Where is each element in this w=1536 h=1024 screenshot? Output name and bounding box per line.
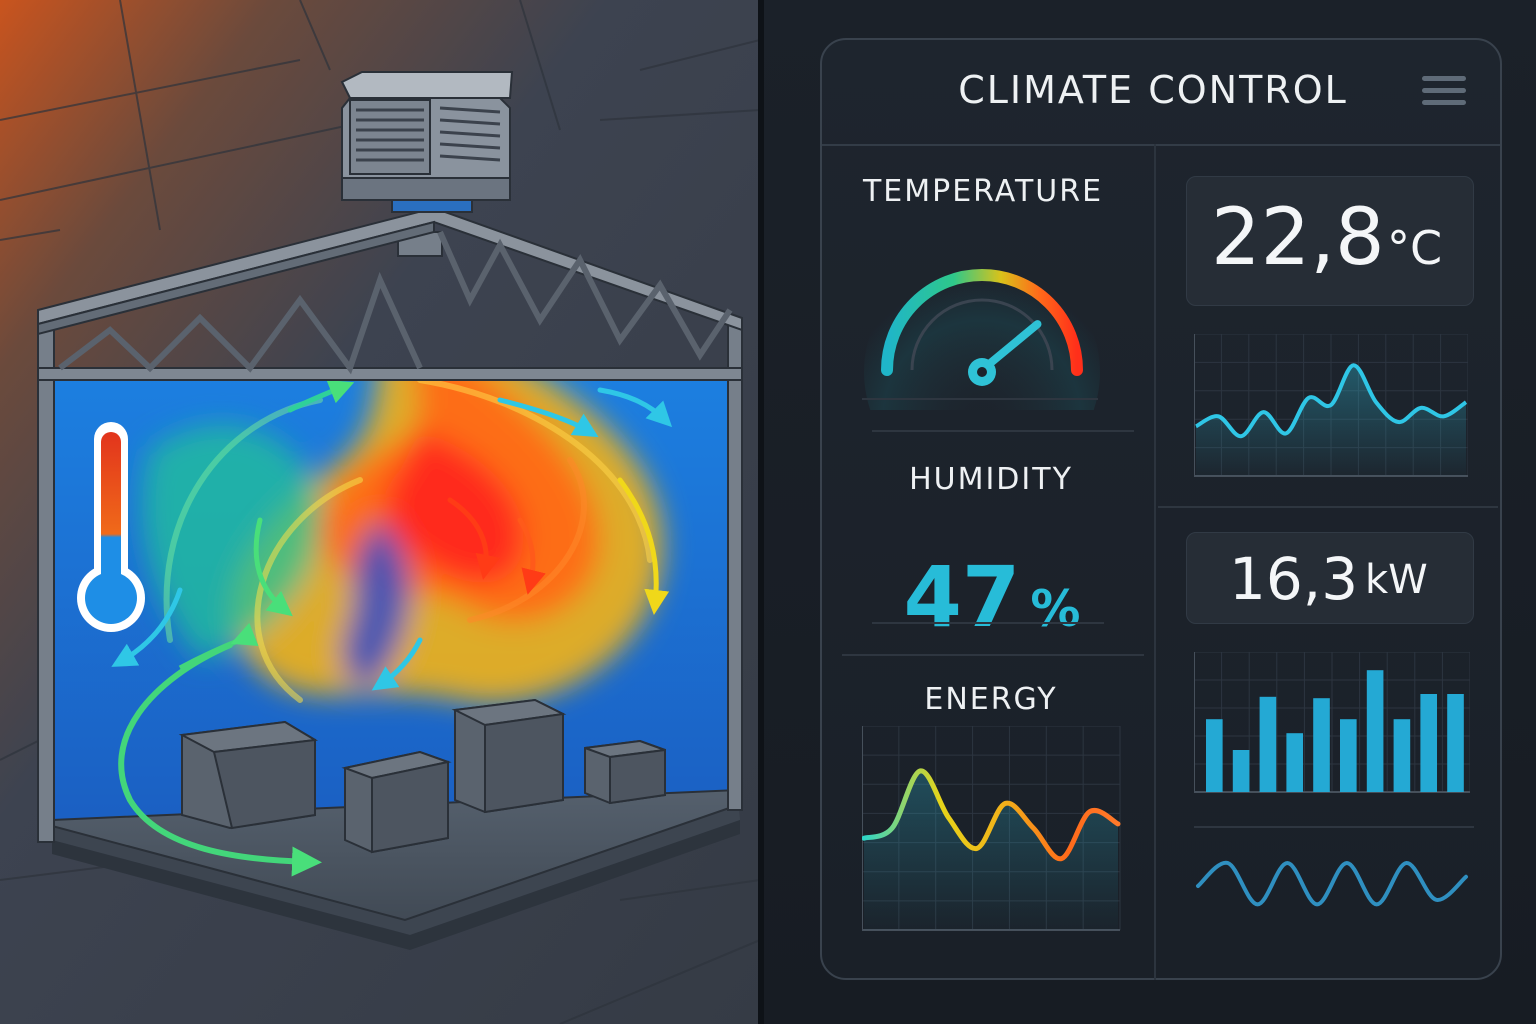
energy-readout-card: 16,3 kW — [1186, 532, 1474, 624]
temperature-series-area — [1196, 365, 1466, 476]
section-divider — [1158, 506, 1498, 508]
hvac-unit-icon — [340, 71, 514, 213]
gauge-arc — [881, 269, 1083, 376]
energy-bar — [1232, 750, 1250, 792]
energy-bar — [1420, 694, 1438, 792]
panel-header: CLIMATE CONTROL — [822, 40, 1500, 146]
temperature-unit: °C — [1387, 221, 1443, 275]
section-divider — [872, 430, 1134, 432]
thermometer-icon — [77, 422, 145, 632]
humidity-unit: % — [1030, 580, 1081, 638]
energy-bar — [1393, 719, 1411, 792]
energy-bar — [1206, 719, 1223, 792]
temperature-readout-card: 22,8 °C — [1186, 176, 1474, 306]
humidity-underline — [872, 622, 1104, 624]
energy-line-chart[interactable] — [862, 726, 1122, 932]
energy-bar — [1313, 698, 1330, 792]
column-separator — [1154, 144, 1156, 980]
energy-series-line — [862, 768, 1121, 862]
panel-divider — [758, 0, 764, 1024]
energy-label: ENERGY — [924, 682, 1058, 717]
temperature-gauge[interactable] — [852, 220, 1112, 410]
energy-series-area — [864, 770, 1118, 930]
energy-bar — [1366, 670, 1384, 792]
temperature-value: 22,8 — [1211, 193, 1385, 283]
panel-title: CLIMATE CONTROL — [958, 68, 1348, 112]
humidity-value: 47% — [882, 548, 1102, 646]
temperature-series-line — [1195, 363, 1468, 439]
temperature-underline — [862, 398, 1098, 400]
energy-bar — [1259, 696, 1277, 792]
airflow-series-line — [1196, 860, 1468, 907]
climate-control-panel: CLIMATE CONTROL TEMPERATURE — [820, 38, 1502, 980]
temperature-label: TEMPERATURE — [862, 174, 1104, 209]
airflow-wave-chart[interactable] — [1194, 840, 1470, 934]
gauge-inner-arc — [910, 298, 1054, 371]
energy-value: 16,3 — [1229, 545, 1359, 613]
section-divider — [842, 654, 1144, 656]
hamburger-menu-icon[interactable] — [1422, 76, 1466, 110]
section-divider — [1194, 826, 1474, 828]
humidity-label: HUMIDITY — [909, 462, 1073, 497]
energy-bar — [1286, 733, 1304, 792]
climate-scene-illustration — [0, 0, 760, 1024]
energy-bar — [1340, 719, 1357, 792]
temperature-line-chart[interactable] — [1194, 334, 1468, 478]
humidity-number: 47 — [903, 548, 1021, 646]
energy-bar-chart[interactable] — [1194, 652, 1470, 794]
energy-unit: kW — [1365, 557, 1428, 603]
energy-bar — [1447, 694, 1464, 792]
